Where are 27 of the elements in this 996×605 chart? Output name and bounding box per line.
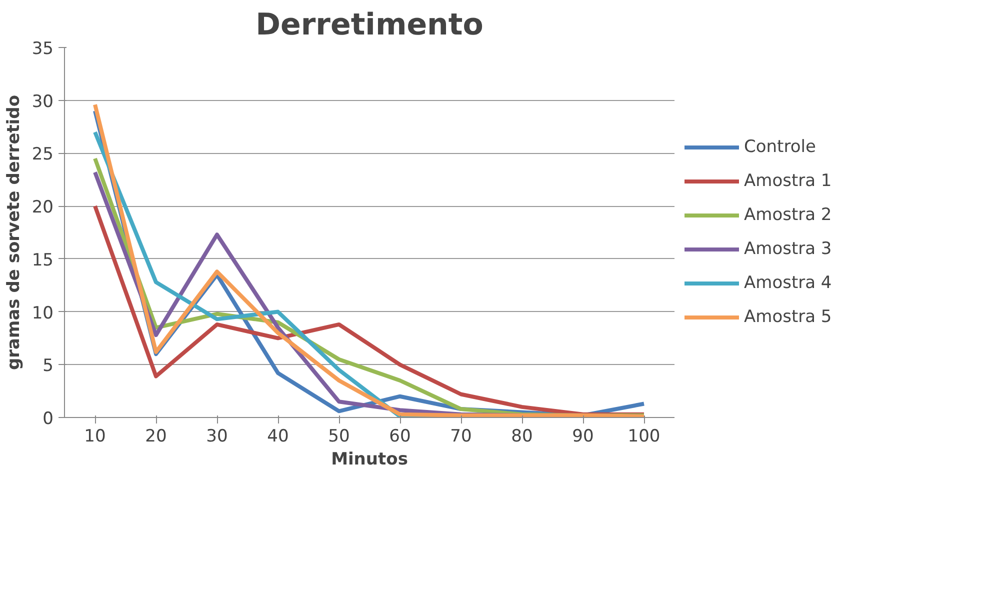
y-tick-label: 30 — [32, 92, 54, 112]
x-tick-label: 30 — [206, 426, 228, 446]
legend-label: Amostra 4 — [744, 273, 832, 293]
y-tick-label: 15 — [32, 250, 54, 270]
x-tick-label: 100 — [628, 426, 660, 446]
legend-label: Amostra 1 — [744, 171, 832, 191]
x-tick-label: 50 — [328, 426, 350, 446]
y-tick-label: 0 — [42, 409, 54, 429]
x-tick-label: 80 — [511, 426, 533, 446]
y-tick-label: 5 — [42, 356, 54, 376]
y-tick-label: 10 — [32, 303, 54, 324]
x-tick-label: 90 — [572, 426, 594, 446]
x-axis-title: Minutos — [331, 450, 408, 470]
legend-label: Amostra 3 — [744, 239, 832, 259]
x-tick-label: 70 — [450, 426, 472, 446]
legend-label: Controle — [744, 137, 816, 157]
x-tick-label: 60 — [389, 426, 411, 446]
y-tick-label: 20 — [32, 198, 54, 218]
legend-label: Amostra 5 — [744, 307, 832, 327]
y-axis-title: gramas de sorvete derretido — [4, 94, 24, 370]
y-tick-label: 25 — [32, 144, 54, 165]
x-tick-label: 40 — [267, 426, 289, 446]
legend-label: Amostra 2 — [744, 205, 832, 225]
x-tick-label: 10 — [84, 426, 106, 446]
y-tick-label: 35 — [32, 39, 54, 59]
chart-title: Derretimento — [256, 8, 484, 42]
x-tick-label: 20 — [145, 426, 167, 446]
